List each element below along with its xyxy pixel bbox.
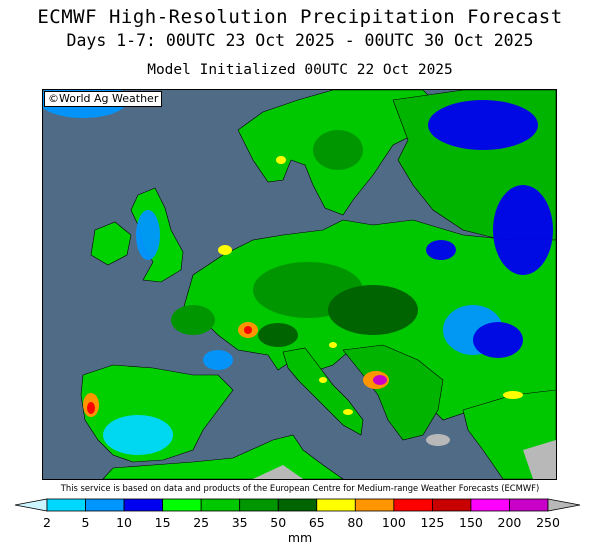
forecast-period: Days 1-7: 00UTC 23 Oct 2025 - 00UTC 30 O… [66,31,534,50]
colorbar-arrow-low [14,498,48,512]
colorbar-tick-label: 65 [308,515,325,530]
copyright-label: ©World Ag Weather [44,91,163,107]
colorbar-cell [123,498,164,512]
map-canvas [43,90,556,479]
colorbar-cell [354,498,395,512]
precip-green-dark-zones [171,130,418,347]
colorbar-cell [277,498,318,512]
precip-heavy-zones [83,156,523,417]
colorbar-cell [393,498,433,512]
colorbar-cell [470,498,510,512]
land-ireland [90,221,132,266]
precip-blue-zones [43,90,553,455]
colorbar-unit: mm [287,530,313,545]
colorbar-cell [85,498,125,512]
colorbar-tick-label: 200 [497,515,522,530]
colorbar-tick-label: 80 [347,515,364,530]
colorbar-tick-label: 15 [154,515,171,530]
precipitation-map [42,89,557,480]
colorbar-cell [509,498,549,512]
colorbar-cell [239,498,279,512]
colorbar-tick-label: 5 [81,515,90,530]
colorbar-tick-label: 100 [381,515,406,530]
colorbar-tick-label: 35 [231,515,248,530]
colorbar-tick-label: 125 [420,515,445,530]
colorbar-cell [431,498,472,512]
colorbar-tick-label: 10 [116,515,133,530]
colorbar-tick-label: 250 [536,515,560,530]
model-init-time: Model Initialized 00UTC 22 Oct 2025 [147,62,453,78]
colorbar-cell [46,498,86,512]
colorbar-arrow-high [547,498,581,512]
colorbar-cell [316,498,356,512]
land-italy [282,347,364,436]
colorbar-cell [162,498,202,512]
map-title: ECMWF High-Resolution Precipitation Fore… [37,6,563,28]
colorbar-tick-label: 25 [193,515,210,530]
data-credit: This service is based on data and produc… [60,483,540,493]
colorbar-cell [200,498,241,512]
colorbar-tick-label: 150 [458,515,483,530]
dry-zones [253,434,556,479]
colorbar [14,498,581,512]
colorbar-tick-label: 2 [43,515,51,530]
colorbar-tick-label: 50 [270,515,287,530]
